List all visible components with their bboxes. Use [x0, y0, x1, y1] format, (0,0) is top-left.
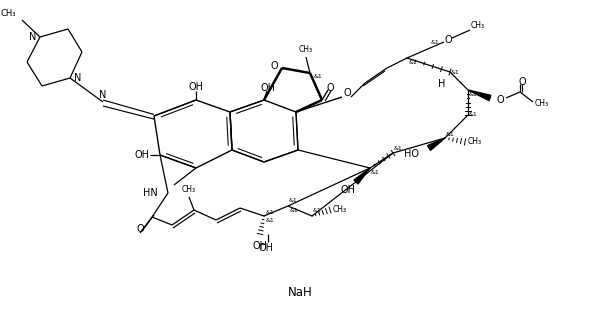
Text: &1: &1 [290, 208, 298, 213]
Text: &1: &1 [288, 197, 298, 202]
Text: O: O [270, 61, 278, 71]
Polygon shape [468, 90, 491, 101]
Text: OH: OH [189, 82, 204, 92]
Text: OH: OH [253, 241, 268, 251]
Text: O: O [444, 35, 452, 45]
Text: &1: &1 [371, 171, 379, 176]
Text: O: O [326, 83, 334, 93]
Text: N: N [74, 73, 81, 83]
Text: NaH: NaH [288, 286, 312, 298]
Text: &1: &1 [394, 146, 402, 151]
Text: &1: &1 [469, 91, 477, 96]
Text: OH: OH [261, 83, 276, 93]
Text: CH₃: CH₃ [333, 205, 347, 214]
Text: O: O [496, 95, 504, 105]
Text: &1: &1 [266, 210, 274, 214]
Text: &1: &1 [451, 70, 459, 74]
Text: &1: &1 [314, 74, 322, 78]
Text: &1: &1 [266, 218, 274, 222]
Text: &1: &1 [408, 61, 418, 66]
Text: O: O [136, 224, 144, 234]
Text: CH₃: CH₃ [1, 9, 16, 18]
Text: N: N [99, 90, 106, 100]
Text: CH₃: CH₃ [468, 138, 482, 146]
Text: &1: &1 [312, 208, 322, 213]
Text: HN: HN [143, 188, 158, 198]
Text: &1: &1 [446, 132, 454, 137]
Text: CH₃: CH₃ [182, 185, 196, 194]
Text: CH₃: CH₃ [535, 99, 549, 108]
Text: &1: &1 [469, 112, 477, 117]
Text: CH₃: CH₃ [299, 44, 313, 53]
Text: O: O [518, 77, 526, 87]
Text: H: H [438, 79, 446, 89]
Polygon shape [354, 168, 370, 184]
Text: OH: OH [341, 185, 355, 195]
Text: HO: HO [404, 149, 419, 159]
Text: OH: OH [135, 150, 149, 160]
Text: OH: OH [258, 243, 274, 253]
Text: N: N [29, 32, 36, 42]
Polygon shape [427, 138, 445, 150]
Text: CH₃: CH₃ [471, 22, 485, 31]
Text: O: O [343, 88, 351, 98]
Text: &1: &1 [430, 40, 439, 45]
